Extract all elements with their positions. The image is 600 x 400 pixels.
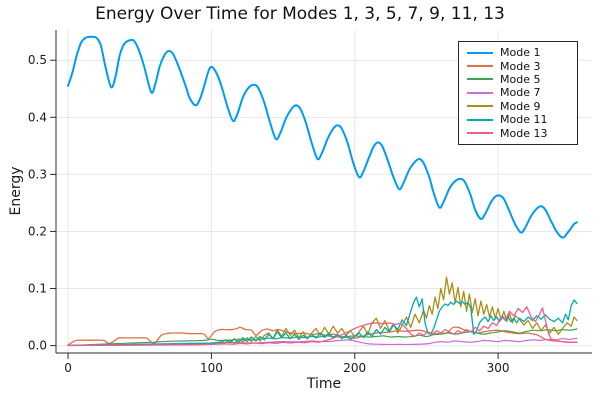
y-tick-label: 0.5: [28, 53, 47, 67]
series-line-mode-3: [67, 326, 578, 346]
series-line-mode-11: [67, 296, 578, 347]
legend-line-swatch: [467, 51, 493, 54]
y-axis-label: Energy: [8, 166, 24, 216]
chart-title: Energy Over Time for Modes 1, 3, 5, 7, 9…: [95, 4, 505, 24]
x-tick-label: 100: [200, 361, 223, 375]
legend-line-swatch: [467, 91, 493, 94]
series-line-mode-1: [67, 35, 578, 239]
legend-label: Mode 7: [500, 86, 541, 100]
legend-line-swatch: [467, 105, 493, 108]
x-tick-label: 0: [64, 361, 72, 375]
legend-label: Mode 9: [500, 99, 541, 113]
x-tick-label: 300: [487, 361, 510, 375]
legend-item-mode-7: Mode 7: [467, 86, 571, 99]
legend-line-swatch: [467, 65, 493, 68]
y-tick-label: 0.3: [28, 167, 47, 181]
legend-label: Mode 5: [500, 72, 541, 86]
legend-label: Mode 11: [500, 113, 548, 127]
x-tick-label: 200: [343, 361, 366, 375]
y-tick-label: 0.2: [28, 224, 47, 238]
series-line-mode-13: [67, 306, 578, 347]
legend-line-swatch: [467, 132, 493, 135]
series-line-mode-7: [67, 337, 578, 346]
legend-line-swatch: [467, 118, 493, 121]
y-tick-label: 0.1: [28, 282, 47, 296]
y-tick-label: 0.0: [28, 339, 47, 353]
legend-item-mode-11: Mode 11: [467, 113, 571, 126]
legend-label: Mode 13: [500, 126, 548, 140]
legend-line-swatch: [467, 78, 493, 81]
legend: Mode 1 Mode 3 Mode 5 Mode 7 Mode 9 Mode 11 Mod…: [458, 41, 578, 145]
legend-item-mode-9: Mode 9: [467, 100, 571, 113]
legend-item-mode-1: Mode 1: [467, 46, 571, 59]
legend-item-mode-5: Mode 5: [467, 73, 571, 86]
x-axis-label: Time: [306, 376, 342, 392]
y-tick-label: 0.4: [28, 110, 47, 124]
legend-label: Mode 3: [500, 59, 541, 73]
series-line-mode-9: [67, 276, 578, 347]
legend-label: Mode 1: [500, 46, 541, 60]
legend-item-mode-13: Mode 13: [467, 126, 571, 139]
legend-item-mode-3: Mode 3: [467, 59, 571, 72]
